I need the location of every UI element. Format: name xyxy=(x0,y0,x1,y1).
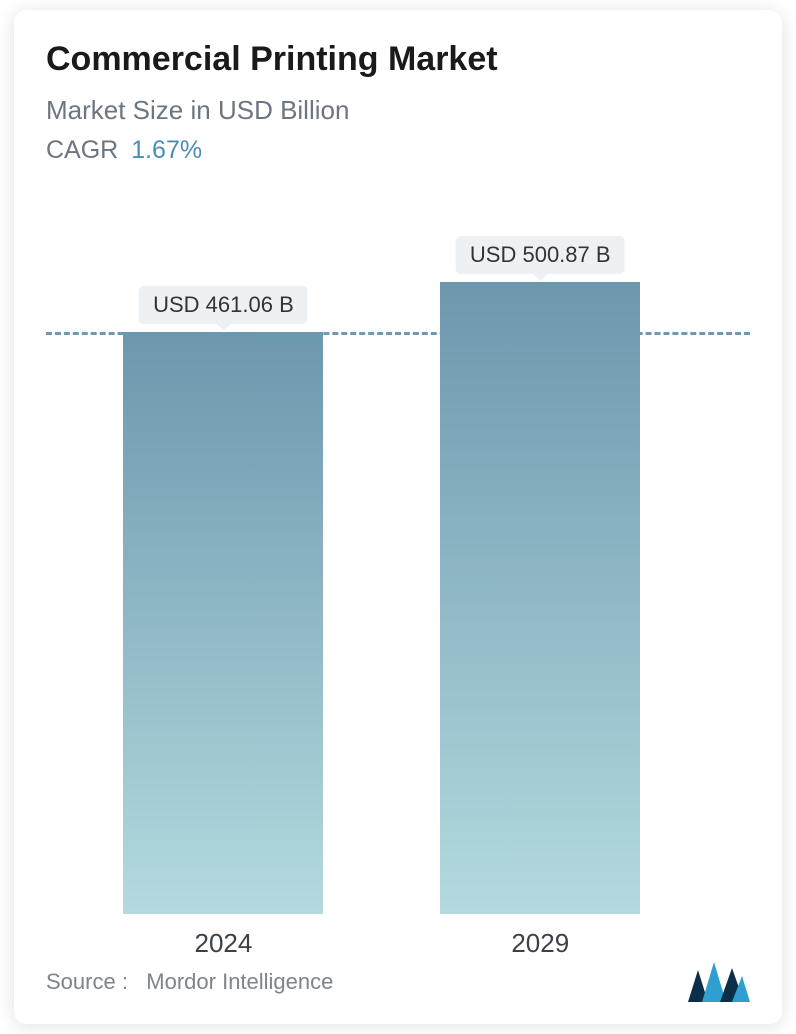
mordor-logo-icon xyxy=(688,962,750,1002)
cagr-row: CAGR 1.67% xyxy=(46,136,750,165)
chart-card: Commercial Printing Market Market Size i… xyxy=(14,10,782,1024)
chart-title: Commercial Printing Market xyxy=(46,38,750,81)
x-axis-label: 2024 xyxy=(195,928,253,959)
bar-fill xyxy=(123,332,323,914)
x-axis-label: 2029 xyxy=(511,928,569,959)
bar-value-label: USD 500.87 B xyxy=(456,236,625,274)
bar: USD 500.87 B2029 xyxy=(440,282,640,914)
bar: USD 461.06 B2024 xyxy=(123,332,323,914)
cagr-value: 1.67% xyxy=(131,136,202,164)
cagr-label: CAGR xyxy=(46,136,118,164)
source-text: Source : Mordor Intelligence xyxy=(46,969,333,995)
chart-area: USD 461.06 B2024 USD 500.87 B2029 xyxy=(46,220,750,914)
bar-value-label: USD 461.06 B xyxy=(139,286,308,324)
chart-subtitle: Market Size in USD Billion xyxy=(46,95,750,126)
footer: Source : Mordor Intelligence xyxy=(46,962,750,1002)
source-label: Source : xyxy=(46,969,128,994)
bar-fill xyxy=(440,282,640,914)
source-value: Mordor Intelligence xyxy=(146,969,333,994)
